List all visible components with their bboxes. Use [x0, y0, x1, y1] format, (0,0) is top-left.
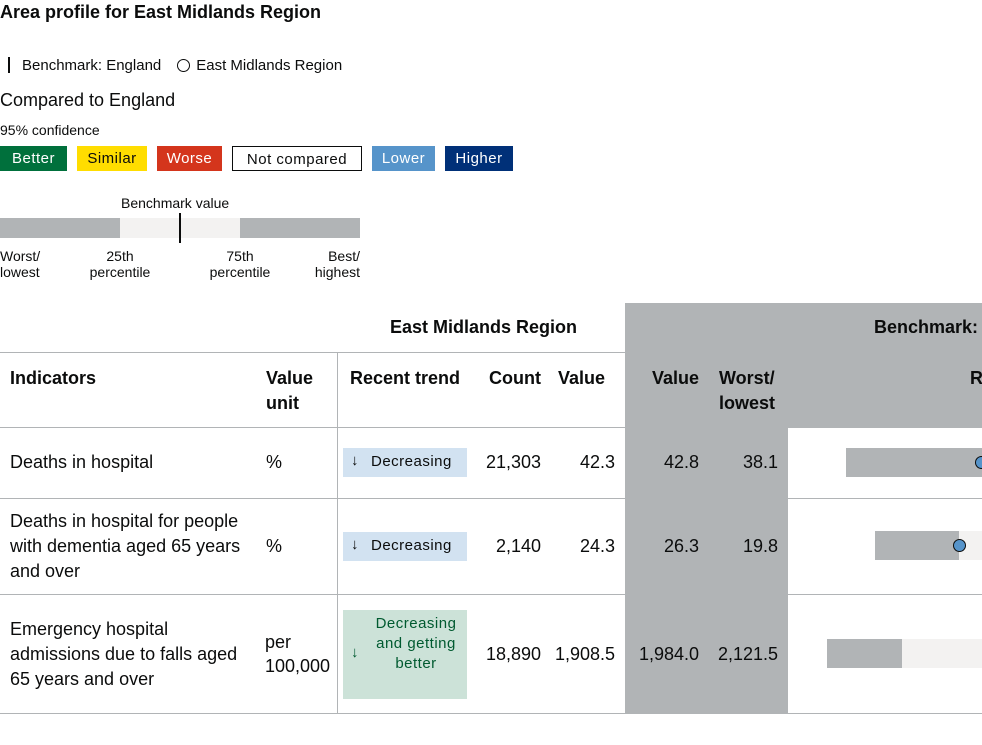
scale-best-label: Best/highest [314, 248, 360, 280]
benchmark-value: 26.3 [663, 536, 699, 556]
header-range[interactable]: R [970, 368, 982, 388]
area-value: 24.3 [579, 536, 615, 556]
arrow-down-icon: ↓ [351, 452, 359, 469]
arrow-down-icon: ↓ [351, 644, 359, 661]
indicator-name[interactable]: Emergency hospital admissions due to fal… [10, 619, 238, 689]
scale-worst-label: Worst/lowest [0, 248, 41, 280]
benchmark-value-line [179, 213, 181, 243]
benchmark-marker-icon [8, 57, 10, 73]
tag-higher: Higher [445, 146, 513, 171]
spine-bar-mid [959, 531, 982, 560]
worst-value: 38.1 [742, 452, 778, 472]
indicator-name[interactable]: Deaths in hospital [10, 452, 154, 472]
benchmark-value: 1,984.0 [638, 644, 699, 664]
tag-lower: Lower [372, 146, 435, 171]
group-header-benchmark: Benchmark: E [874, 317, 982, 337]
arrow-down-icon: ↓ [351, 536, 359, 553]
trend-badge: ↓ Decreasing and getting better [343, 610, 467, 699]
count-value: 2,140 [495, 536, 541, 556]
compared-heading: Compared to England [0, 90, 176, 110]
header-recent-trend[interactable]: Recent trend [350, 368, 461, 388]
trend-badge: ↓ Decreasing [343, 448, 467, 477]
worst-value: 19.8 [742, 536, 778, 556]
header-value[interactable]: Value [558, 368, 606, 388]
area-value: 1,908.5 [554, 644, 615, 664]
group-header-area: East Midlands Region [390, 317, 578, 337]
tag-similar: Similar [77, 146, 147, 171]
header-benchmark-value[interactable]: Value [652, 368, 700, 388]
area-marker[interactable] [975, 456, 982, 469]
area-value: 42.3 [579, 452, 615, 472]
header-value-unit[interactable]: Value unit [266, 368, 314, 413]
benchmark-value: 42.8 [663, 452, 699, 472]
tag-worse: Worse [157, 146, 222, 171]
value-unit: per 100,000 [265, 632, 331, 676]
tag-better: Better [0, 146, 67, 171]
value-unit: % [266, 452, 283, 472]
scale-75th-label: 75th percentile [209, 248, 271, 280]
spine-bar [846, 448, 982, 477]
count-value: 21,303 [485, 452, 541, 472]
legend-key: Benchmark: England East Midlands Region [0, 55, 342, 75]
area-legend-label: East Midlands Region [196, 56, 343, 74]
confidence-label: 95% confidence [0, 122, 100, 138]
page-title: Area profile for East Midlands Region [0, 2, 322, 22]
area-marker-icon [177, 58, 191, 72]
benchmark-value-label: Benchmark value [121, 195, 230, 211]
area-marker[interactable] [953, 539, 966, 552]
value-unit: % [266, 536, 283, 556]
scale-25th-label: 25th percentile [89, 248, 151, 280]
spine-bar [827, 639, 902, 668]
header-count[interactable]: Count [489, 368, 541, 388]
spine-bar [875, 531, 959, 560]
header-indicators[interactable]: Indicators [10, 368, 97, 388]
indicator-name[interactable]: Deaths in hospital for people with demen… [10, 511, 241, 581]
tag-not-compared: Not compared [232, 146, 362, 171]
count-value: 18,890 [485, 644, 541, 664]
benchmark-legend-label: Benchmark: England [22, 56, 162, 74]
trend-badge: ↓ Decreasing [343, 532, 467, 561]
spine-bar-mid [902, 639, 982, 668]
header-worst-lowest[interactable]: Worst/ lowest [719, 368, 776, 413]
worst-value: 2,121.5 [717, 644, 778, 664]
